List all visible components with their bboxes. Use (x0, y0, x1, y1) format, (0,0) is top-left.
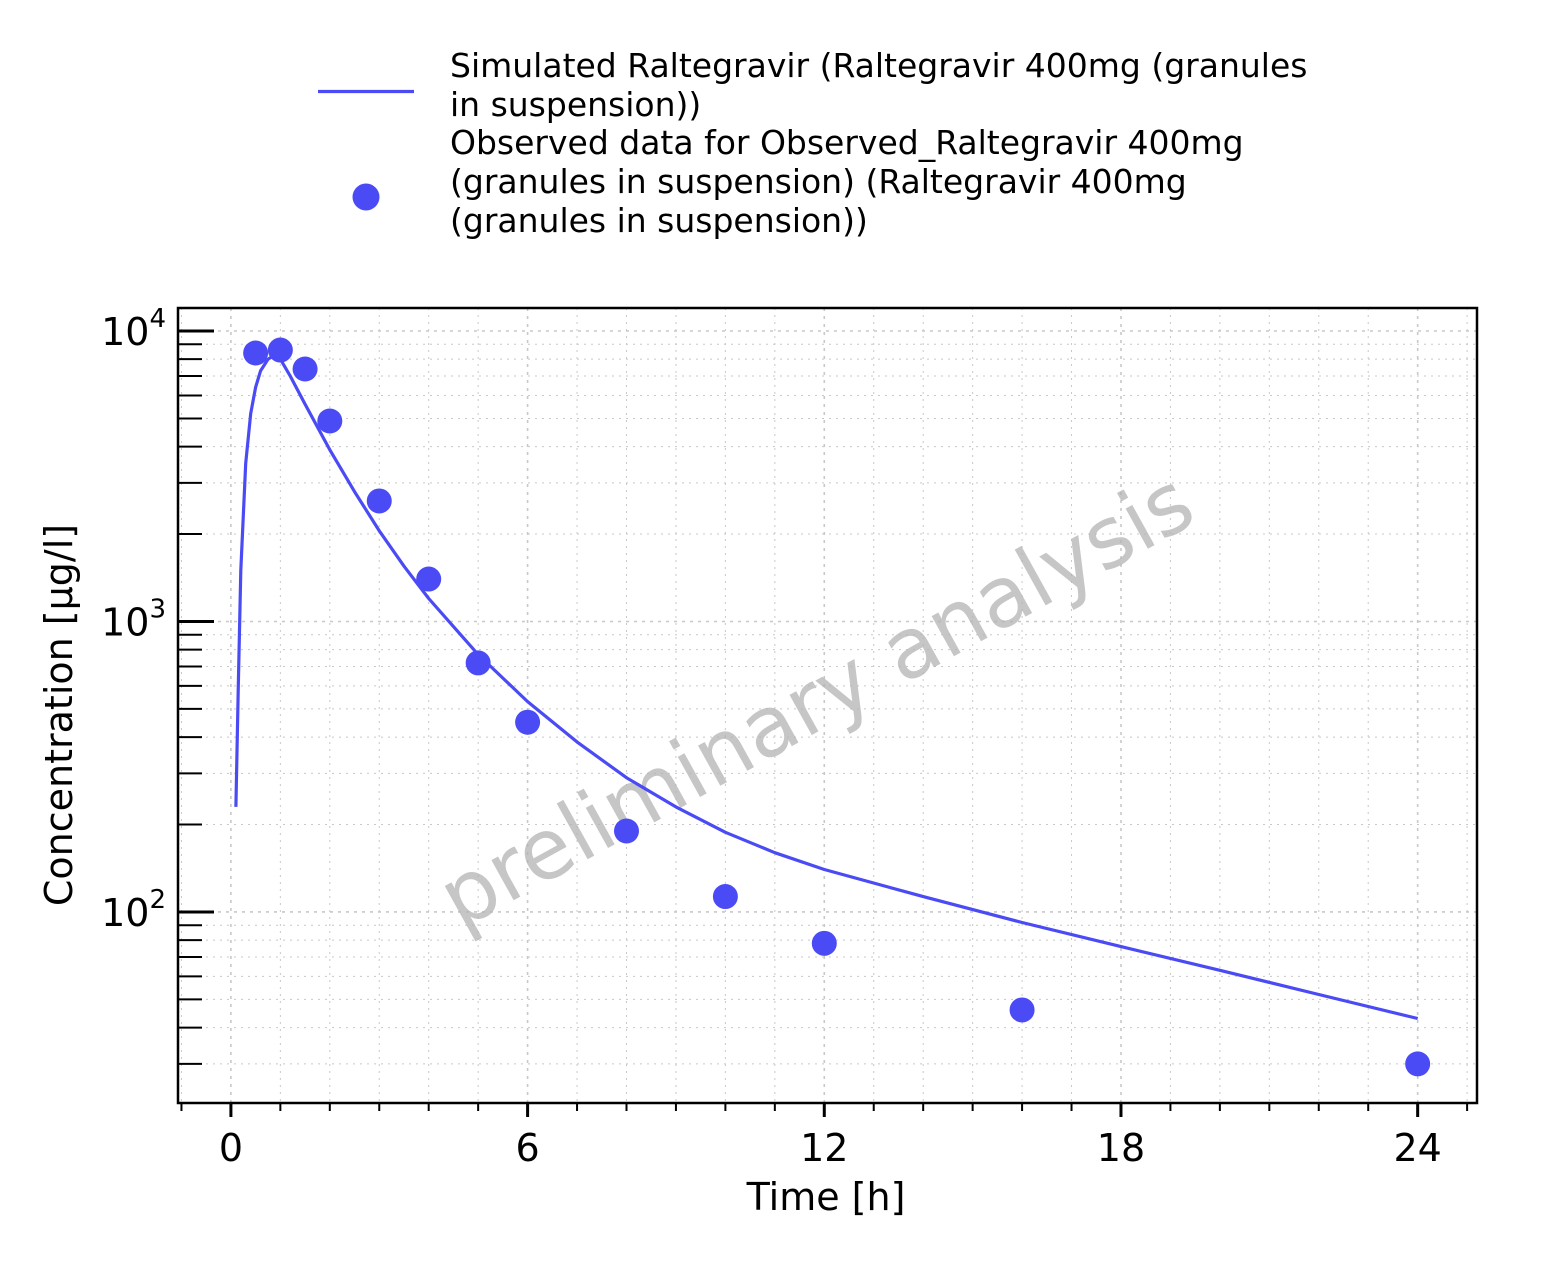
observed-data-point (465, 650, 491, 676)
observed-data-point (243, 340, 269, 366)
legend-entry-text: in suspension)) (450, 85, 701, 124)
x-tick-label: 0 (219, 1126, 243, 1170)
x-tick-label: 12 (800, 1126, 848, 1170)
plot-frame (176, 306, 1479, 1105)
x-tick-label: 24 (1393, 1126, 1441, 1170)
legend-marker-swatch (352, 183, 380, 211)
observed-data-point (1009, 997, 1035, 1023)
axes: 0 6 12 18 24 102 103 104 (101, 304, 1469, 1170)
y-tick-label: 102 (101, 885, 166, 935)
observed-data-point (416, 566, 442, 592)
simulated-series-line (234, 352, 1419, 1021)
x-axis-label: Time [h] (746, 1175, 906, 1219)
axis-labels: Time [h] Concentration [µg/l] (37, 524, 905, 1219)
observed-data-point (613, 818, 639, 844)
observed-data-point (712, 884, 738, 910)
observed-data-point (515, 709, 541, 735)
observed-data-point (292, 356, 318, 382)
observed-data-point (366, 488, 392, 514)
observed-data-point (317, 408, 343, 434)
grid (178, 308, 1477, 1103)
legend-entry-text: Observed data for Observed_Raltegravir 4… (450, 123, 1244, 162)
legend-entry-text: (granules in suspension)) (450, 201, 868, 240)
x-tick-label: 6 (516, 1126, 540, 1170)
observed-data-point (1405, 1051, 1431, 1077)
observed-data-point (811, 930, 837, 956)
x-tick-label: 18 (1097, 1126, 1145, 1170)
legend: Simulated Raltegravir (Raltegravir 400mg… (318, 46, 1307, 240)
watermark-text: preliminary analysis (423, 452, 1210, 948)
observed-data-point (267, 337, 293, 363)
watermark-layer: preliminary analysis (423, 452, 1210, 948)
legend-entry-text: (granules in suspension) (Raltegravir 40… (450, 162, 1187, 201)
y-axis-label: Concentration [µg/l] (37, 524, 81, 906)
y-tick-label: 104 (101, 304, 166, 354)
y-tick-label: 103 (101, 594, 166, 644)
series-layer (234, 337, 1431, 1077)
legend-entry-text: Simulated Raltegravir (Raltegravir 400mg… (450, 46, 1307, 85)
